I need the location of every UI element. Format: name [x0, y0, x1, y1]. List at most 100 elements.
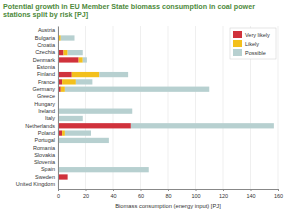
tick-mark: [196, 189, 197, 191]
tick: Italy: [45, 115, 58, 121]
bar: [58, 167, 149, 172]
tick-label: Slovakia: [34, 152, 56, 158]
bar: [58, 72, 72, 77]
axis-line: [58, 27, 59, 190]
tick-label: 0: [57, 193, 60, 199]
tick-label: Ireland: [38, 108, 55, 114]
tick: Netherlands: [25, 123, 58, 129]
chart: Potential growth in EU Member State biom…: [0, 0, 287, 215]
x-axis: 0 20 40 60 80 100 120 140 160: [57, 189, 283, 199]
grid-line: [168, 26, 169, 189]
legend-label: Likely: [245, 41, 259, 47]
legend-swatch: [233, 40, 242, 47]
tick-label: Austria: [38, 27, 56, 33]
tick: Croatia: [37, 42, 58, 48]
tick: 20: [83, 189, 89, 199]
bar: [58, 138, 109, 143]
tick: Sweden: [35, 174, 58, 180]
bar: [64, 50, 68, 55]
tick: Romania: [33, 144, 58, 150]
tick-label: Portugal: [35, 137, 56, 143]
tick: Poland: [38, 130, 58, 136]
bar: [58, 116, 83, 121]
tick: 80: [165, 189, 171, 199]
bar: [131, 123, 274, 128]
bar: [62, 79, 76, 84]
series: [58, 35, 99, 135]
bar: [58, 174, 68, 179]
tick: 0: [57, 189, 60, 199]
tick-label: 140: [246, 193, 255, 199]
bar: [58, 109, 132, 114]
legend-label: Very likely: [245, 32, 270, 38]
tick: Slovakia: [34, 152, 58, 158]
bar: [67, 174, 68, 179]
tick: France: [38, 79, 58, 85]
tick-label: Finland: [37, 71, 55, 77]
tick: Greece: [37, 93, 58, 99]
tick: 120: [219, 189, 228, 199]
y-axis: Austria BulgariaCroatiaCzechia DenmarkEsto…: [16, 27, 59, 190]
tick-label: Greece: [37, 93, 55, 99]
tick-label: Romania: [33, 144, 56, 150]
tick: Estonia: [37, 64, 58, 70]
tick: Denmark: [33, 57, 58, 63]
bar: [67, 174, 68, 179]
bar: [61, 87, 65, 92]
bar: [76, 79, 93, 84]
tick-label: Bulgaria: [35, 35, 56, 41]
tick: Slovenia: [34, 159, 58, 165]
grid-line: [85, 26, 86, 189]
tick-label: France: [38, 79, 55, 85]
axis-line: [59, 190, 279, 192]
tick-label: 40: [110, 193, 116, 199]
tick-label: Sweden: [35, 174, 55, 180]
legend-label: Possible: [245, 50, 266, 56]
bar: [58, 123, 131, 128]
bar: [61, 35, 75, 40]
grid-line: [113, 26, 114, 189]
tick-label: 20: [83, 193, 89, 199]
legend: Very likely Likely Possible: [230, 28, 276, 59]
bar: [62, 130, 65, 135]
tick-label: United Kingdom: [16, 181, 56, 187]
tick-label: Hungary: [34, 101, 55, 107]
bar: [72, 72, 100, 77]
legend-item: Likely: [233, 40, 259, 47]
tick-label: 80: [165, 193, 171, 199]
bar: [79, 57, 83, 62]
tick-label: Netherlands: [25, 123, 55, 129]
bar: [65, 130, 91, 135]
tick-mark: [251, 189, 252, 191]
legend-swatch: [233, 31, 242, 38]
tick: Hungary: [34, 101, 58, 107]
tick-label: 60: [138, 193, 144, 199]
grid-line: [278, 26, 279, 189]
tick-label: Poland: [38, 130, 55, 136]
tick-label: 100: [191, 193, 200, 199]
tick-mark: [113, 189, 114, 191]
grid-line: [195, 26, 196, 189]
series: [58, 50, 131, 180]
bar: [83, 57, 87, 62]
tick-label: Germany: [32, 86, 55, 92]
tick-label: 160: [274, 193, 283, 199]
grid-line: [58, 26, 59, 189]
tick-label: Croatia: [37, 42, 56, 48]
tick-label: Estonia: [37, 64, 56, 70]
tick-mark: [278, 189, 279, 191]
tick: Austria: [38, 27, 58, 33]
tick-mark: [223, 189, 224, 191]
tick: Ireland: [38, 108, 58, 114]
tick: 160: [274, 189, 283, 199]
tick-label: Czechia: [35, 49, 56, 55]
tick: 140: [246, 189, 255, 199]
tick-label: Denmark: [33, 57, 56, 63]
bar: [65, 87, 209, 92]
grid-line: [140, 26, 141, 189]
tick: 100: [191, 189, 200, 199]
plot: 0 20 40 60 80 100 120 140 160 Austria BulgariaCroa…: [16, 26, 283, 209]
tick: 60: [138, 189, 144, 199]
tick: Portugal: [35, 137, 59, 143]
tick-label: Slovenia: [34, 159, 56, 165]
